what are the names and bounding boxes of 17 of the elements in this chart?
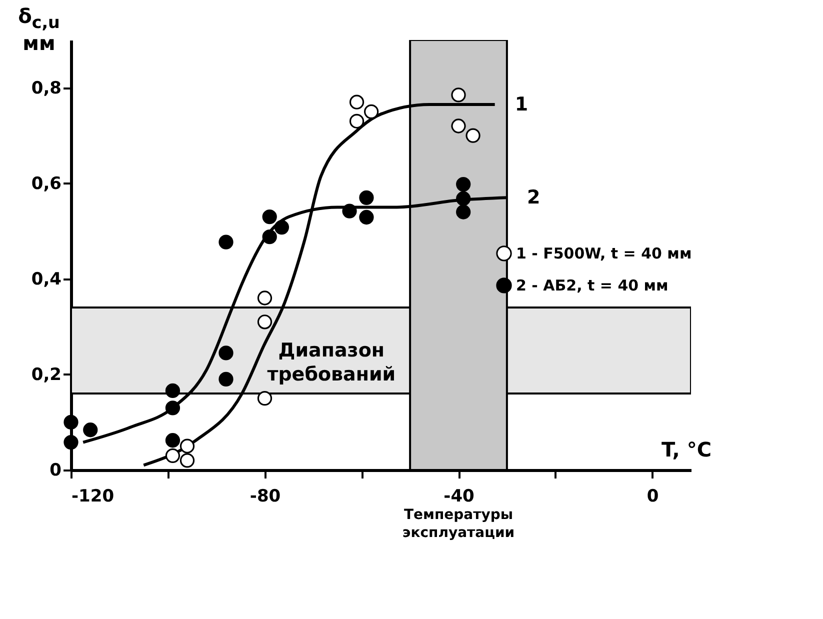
- x-axis-title: T, °C: [661, 438, 712, 462]
- y-tick-label: 0,6: [31, 174, 62, 194]
- series-label: 2: [526, 186, 540, 209]
- x-tick-label: -80: [250, 486, 281, 506]
- band-label: Диапазон требований: [267, 340, 396, 386]
- x-tick-label: -120: [72, 486, 114, 506]
- y-tick-label: 0: [50, 460, 62, 480]
- y-tick-label: 0,2: [31, 364, 62, 385]
- y-tick-label: 0,8: [31, 78, 62, 98]
- legend-label: 1 - F500W, t = 40 мм: [516, 244, 692, 262]
- x-tick-label: -40: [444, 486, 475, 506]
- y-tick-label: 0,4: [31, 269, 62, 290]
- band-label: Температуры эксплуатации: [402, 507, 515, 541]
- legend-label: 2 - АБ2, t = 40 мм: [516, 276, 668, 294]
- y-axis-title: δ$_{c,u}$ мм: [17, 4, 61, 55]
- series-label: 1: [514, 94, 528, 116]
- x-tick-label: 0: [646, 486, 659, 506]
